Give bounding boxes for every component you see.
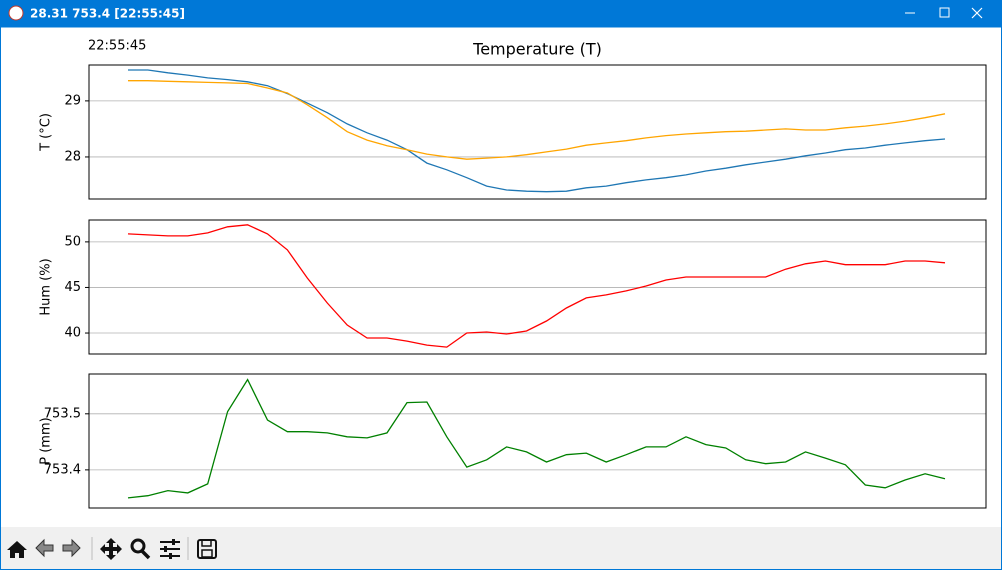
back-button[interactable] — [35, 538, 54, 558]
y-tick-label: 40 — [64, 326, 81, 341]
y-tick-label: 29 — [64, 93, 81, 108]
toolbar — [1, 527, 1001, 569]
axes-frame — [88, 64, 987, 200]
plots: 28 29 Temperature (T) T (°C) 40 45 50 Hum (%) 75… — [39, 40, 987, 509]
axes-frame — [88, 373, 987, 509]
y-axis-label: T (°C) — [39, 113, 54, 152]
forward-button[interactable] — [62, 538, 81, 558]
data-line — [128, 69, 946, 193]
timestamp: 22:55:45 — [88, 39, 146, 54]
y-tick-label: 50 — [64, 234, 81, 249]
data-line — [128, 80, 946, 160]
pan-button[interactable] — [100, 538, 122, 560]
axes-frame — [88, 219, 987, 355]
close-button[interactable] — [971, 7, 983, 19]
app-icon — [8, 5, 24, 21]
y-tick-label: 28 — [64, 149, 81, 164]
maximize-button[interactable] — [939, 7, 950, 18]
y-axis-label: Hum (%) — [39, 258, 54, 315]
y-axis-label: P (mm) — [39, 417, 54, 464]
data-line — [127, 378, 946, 499]
chart-title: Temperature (T) — [472, 40, 602, 59]
y-tick-label: 753.4 — [44, 462, 81, 477]
configure-button[interactable] — [160, 539, 180, 559]
save-button[interactable] — [197, 539, 217, 559]
data-line — [127, 224, 946, 348]
title-bar — [0, 0, 1002, 27]
window-title: 28.31 753.4 [22:55:45] — [30, 7, 185, 21]
home-button[interactable] — [7, 541, 27, 558]
y-tick-label: 753.5 — [44, 406, 81, 421]
zoom-button[interactable] — [130, 538, 151, 560]
y-tick-label: 45 — [64, 280, 81, 295]
